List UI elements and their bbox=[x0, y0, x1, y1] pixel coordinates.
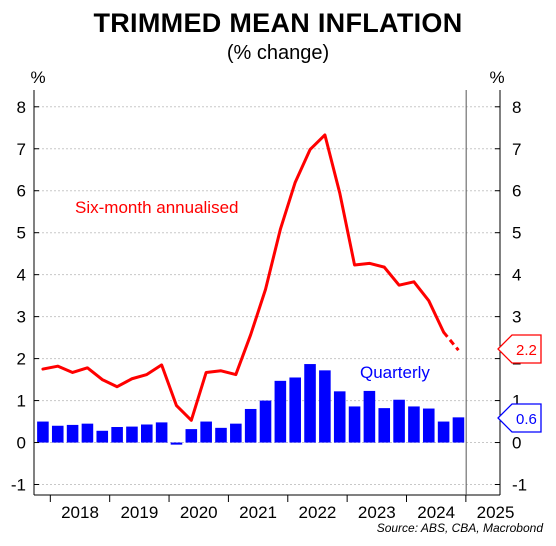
y-tick-label-left: 4 bbox=[17, 266, 26, 285]
quarterly-bar bbox=[274, 380, 287, 443]
six-month-annualised-line bbox=[41, 133, 446, 422]
quarterly-bar bbox=[452, 417, 465, 443]
quarterly-bar bbox=[437, 421, 450, 443]
x-tick-label: 2019 bbox=[120, 503, 158, 522]
callout-latest-six-month-value: 2.2 bbox=[516, 342, 537, 359]
y-unit-right: % bbox=[489, 68, 504, 87]
quarterly-bar bbox=[37, 421, 49, 443]
y-tick-label-right: -1 bbox=[512, 476, 527, 495]
quarterly-bar bbox=[319, 370, 331, 443]
callout-latest-six-month: 2.2 bbox=[497, 334, 542, 364]
y-tick-label-right: 5 bbox=[512, 224, 521, 243]
quarterly-bar bbox=[155, 422, 168, 443]
quarterly-bar bbox=[66, 424, 79, 443]
x-tick-label: 2022 bbox=[299, 503, 337, 522]
y-tick-label-right: 4 bbox=[512, 266, 521, 285]
quarterly-bar bbox=[111, 427, 123, 443]
y-tick-label-left: 6 bbox=[17, 182, 26, 201]
y-tick-label-right: 0 bbox=[512, 434, 521, 453]
quarterly-bar bbox=[408, 406, 420, 443]
quarterly-bar bbox=[230, 423, 242, 443]
quarterly-bar bbox=[304, 364, 316, 443]
x-tick-label: 2025 bbox=[477, 503, 515, 522]
quarterly-bar bbox=[96, 430, 109, 443]
callout-latest-quarterly-value: 0.6 bbox=[516, 411, 537, 428]
quarterly-bars bbox=[37, 364, 465, 445]
quarterly-bar bbox=[378, 408, 391, 443]
chart-subtitle: (% change) bbox=[226, 42, 330, 64]
y-tick-label-left: 0 bbox=[17, 434, 26, 453]
y-tick-label-left: 2 bbox=[17, 350, 26, 369]
y-unit-left: % bbox=[30, 68, 45, 87]
y-tick-label-left: 1 bbox=[17, 392, 26, 411]
chart-title: TRIMMED MEAN INFLATION bbox=[93, 8, 463, 38]
quarterly-bar bbox=[185, 429, 198, 443]
y-tick-label-left: 8 bbox=[17, 98, 26, 117]
quarterly-bar bbox=[259, 400, 272, 443]
quarterly-bar bbox=[81, 423, 94, 443]
quarterly-bar bbox=[126, 426, 138, 443]
callout-latest-quarterly: 0.6 bbox=[497, 403, 542, 433]
quarterly-bar bbox=[215, 427, 227, 443]
y-tick-label-right: 6 bbox=[512, 182, 521, 201]
quarterly-bar bbox=[422, 408, 435, 443]
y-tick-label-left: 5 bbox=[17, 224, 26, 243]
quarterly-bar bbox=[289, 377, 301, 443]
x-tick-label: 2020 bbox=[180, 503, 218, 522]
quarterly-bar bbox=[393, 399, 405, 443]
quarterly-bar bbox=[200, 421, 212, 443]
y-tick-label-right: 8 bbox=[512, 98, 521, 117]
quarterly-bar bbox=[348, 406, 361, 443]
plot-frame bbox=[33, 90, 501, 496]
gridlines bbox=[34, 106, 500, 486]
quarterly-bar bbox=[170, 442, 183, 445]
y-tick-label-right: 3 bbox=[512, 308, 521, 327]
y-tick-label-left: 7 bbox=[17, 140, 26, 159]
six-month-annualised-label: Six-month annualised bbox=[75, 198, 238, 217]
x-tick-label: 2018 bbox=[61, 503, 99, 522]
x-tick-label: 2021 bbox=[239, 503, 277, 522]
quarterly-label: Quarterly bbox=[360, 363, 430, 382]
axis-ticks: -1-1001122334455667788201820192020202120… bbox=[11, 98, 527, 522]
source-note: Source: ABS, CBA, Macrobond bbox=[377, 521, 544, 535]
x-tick-label: 2024 bbox=[417, 503, 455, 522]
quarterly-bar bbox=[51, 425, 64, 443]
six-month-line bbox=[41, 133, 460, 422]
y-tick-label-left: 3 bbox=[17, 308, 26, 327]
y-tick-label-right: 1 bbox=[512, 392, 521, 411]
quarterly-bar bbox=[363, 390, 376, 443]
y-tick-label-right: 7 bbox=[512, 140, 521, 159]
quarterly-bar bbox=[333, 391, 346, 443]
quarterly-bar bbox=[244, 408, 257, 443]
y-tick-label-left: -1 bbox=[11, 476, 26, 495]
quarterly-bar bbox=[141, 424, 153, 443]
six-month-forecast-line bbox=[442, 331, 460, 352]
x-tick-label: 2023 bbox=[358, 503, 396, 522]
